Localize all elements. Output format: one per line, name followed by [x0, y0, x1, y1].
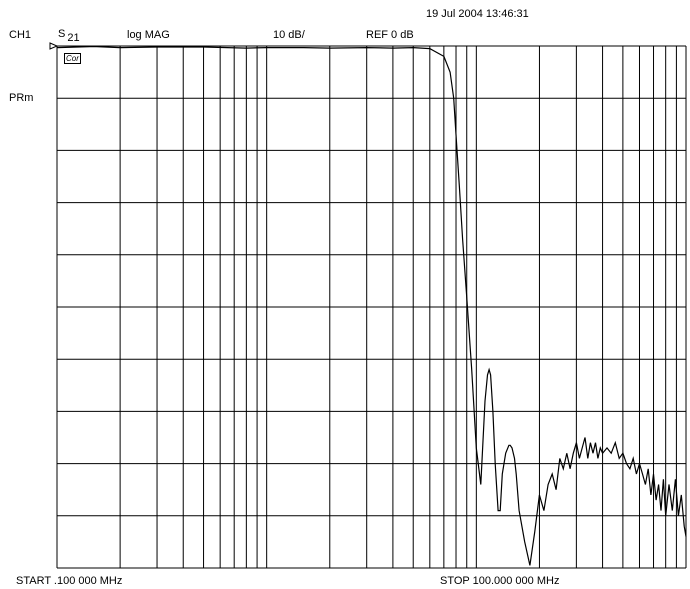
scale-label: 10 dB/ — [273, 30, 305, 41]
format-label: log MAG — [127, 30, 170, 41]
s21-trace — [57, 47, 686, 566]
timestamp: 19 Jul 2004 13:46:31 — [426, 9, 529, 20]
side-label: PRm — [9, 93, 33, 104]
grid — [57, 46, 686, 568]
parameter-name: S — [58, 28, 65, 40]
reference-label: REF 0 dB — [366, 30, 414, 41]
start-frequency: START .100 000 MHz — [16, 576, 122, 587]
measurement-parameter: S 21 — [58, 29, 80, 40]
parameter-subscript: 21 — [67, 32, 79, 44]
stop-frequency: STOP 100.000 000 MHz — [440, 576, 559, 587]
channel-label: CH1 — [9, 30, 31, 41]
correction-badge: Cor — [64, 53, 81, 64]
reference-marker — [50, 43, 57, 49]
